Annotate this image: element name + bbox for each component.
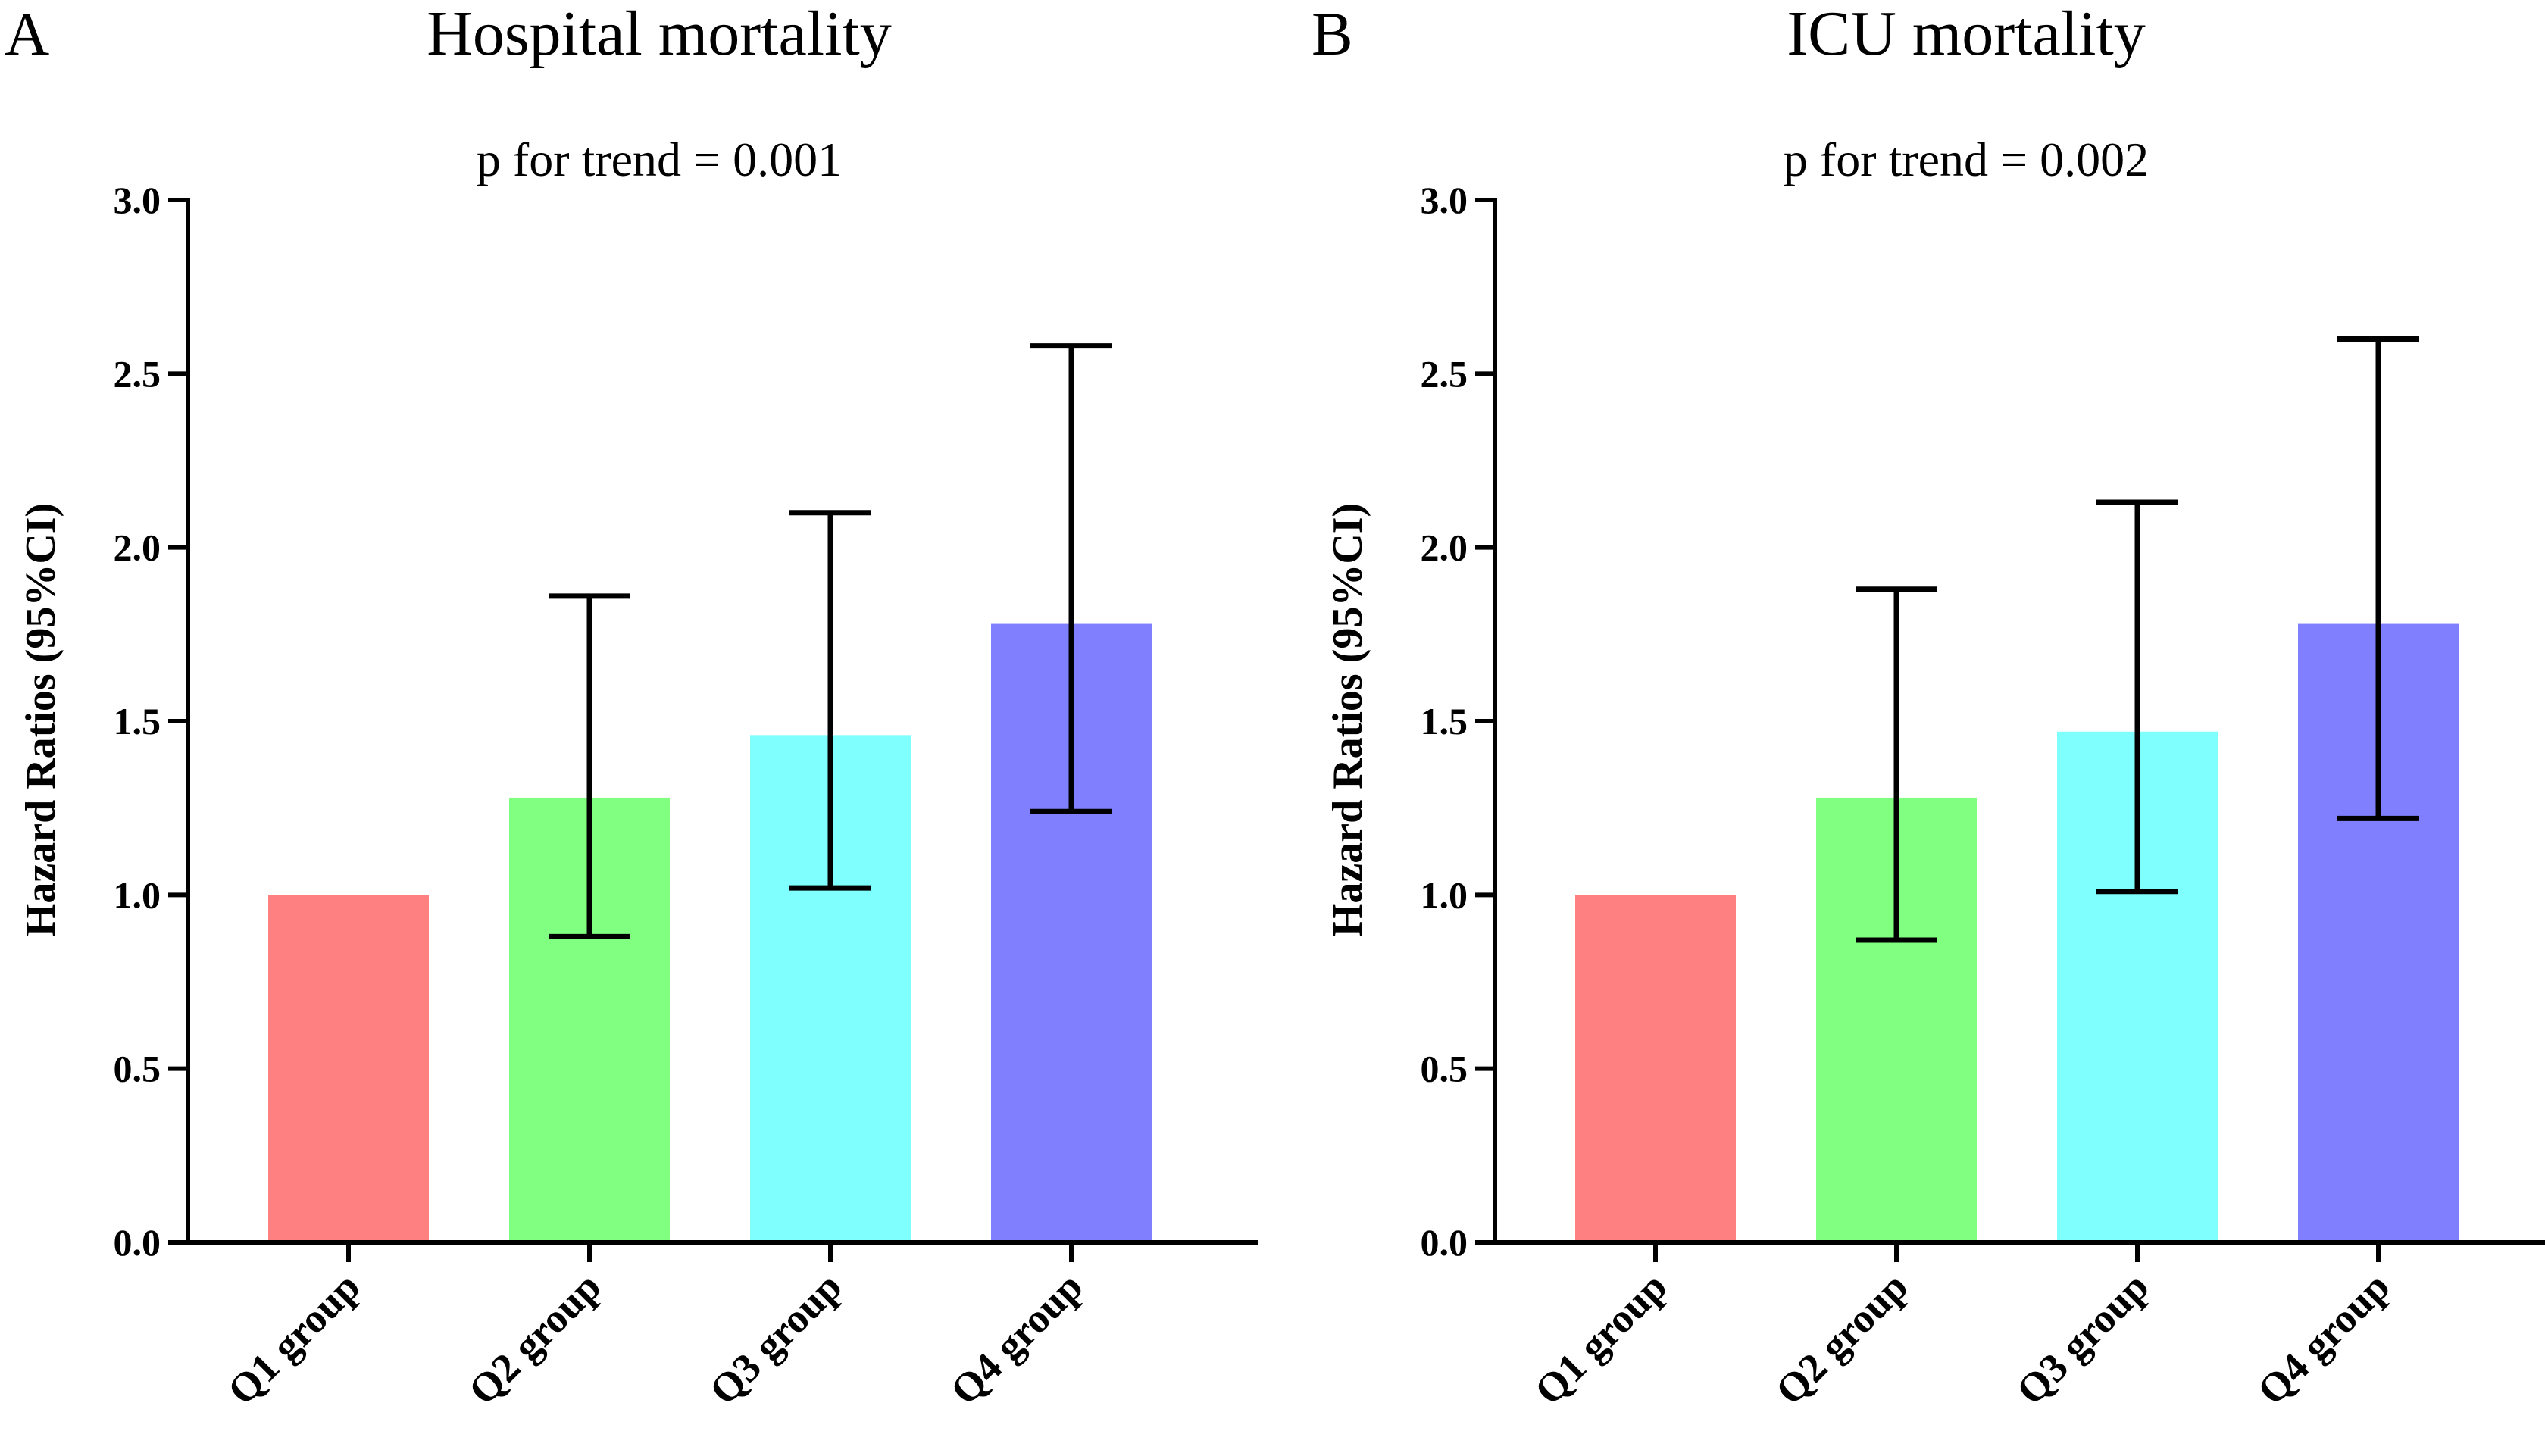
plot-area: 0.0 0.5 1.0 1.5 2.0 2.5 3.0 Q1 group Q2 group Q3 …	[1421, 179, 2545, 1414]
y-tick-label: 1.5	[114, 700, 161, 742]
y-axis-label: Hazard Ratios (95%CI)	[1324, 503, 1371, 936]
y-tick-label: 0.5	[1421, 1048, 1468, 1090]
x-tick-label: Q2 group	[1767, 1264, 1917, 1414]
chart-subtitle: p for trend = 0.002	[1784, 133, 2149, 186]
panel-letter: B	[1312, 0, 1353, 68]
y-tick-label: 2.5	[1421, 352, 1468, 395]
error-bar-2	[1856, 586, 1937, 943]
y-tick-label: 0.0	[1421, 1221, 1468, 1264]
chart-subtitle: p for trend = 0.001	[477, 133, 842, 186]
y-tick-label: 1.5	[1421, 700, 1468, 742]
x-tick-label: Q4 group	[2249, 1264, 2399, 1414]
panel-b: B ICU mortality p for trend = 0.002 Haza…	[1312, 0, 2545, 1414]
error-bar-4	[1030, 343, 1112, 814]
bar-1	[1575, 895, 1736, 1242]
x-tick-label: Q1 group	[1526, 1264, 1676, 1414]
bar-1	[268, 895, 429, 1242]
y-tick-label: 2.0	[114, 526, 161, 569]
y-tick-label: 0.0	[114, 1221, 161, 1264]
panel-letter: A	[5, 0, 49, 68]
error-bar-3	[2096, 499, 2178, 895]
plot-area: 0.0 0.5 1.0 1.5 2.0 2.5 3.0 Q1 group Q2 group Q3 …	[114, 179, 1258, 1414]
x-tick-label: Q2 group	[460, 1264, 610, 1414]
chart-title: Hospital mortality	[427, 0, 892, 69]
y-tick-label: 2.5	[114, 352, 161, 395]
y-tick-label: 1.0	[114, 873, 161, 916]
panel-a: A Hospital mortality p for trend = 0.001…	[5, 0, 1258, 1414]
y-tick-label: 2.0	[1421, 526, 1468, 569]
error-bar-2	[549, 593, 630, 939]
y-tick-label: 3.0	[114, 179, 161, 221]
x-tick-label: Q1 group	[219, 1264, 369, 1414]
x-tick-label: Q4 group	[942, 1264, 1092, 1414]
x-tick-label: Q3 group	[2008, 1264, 2158, 1414]
y-tick-label: 3.0	[1421, 179, 1468, 221]
error-bar-4	[2337, 336, 2419, 821]
x-tick-label: Q3 group	[701, 1264, 851, 1414]
error-bar-3	[789, 510, 871, 891]
y-axis-label: Hazard Ratios (95%CI)	[17, 503, 64, 936]
chart-title: ICU mortality	[1787, 0, 2146, 69]
y-tick-label: 0.5	[114, 1048, 161, 1090]
y-tick-label: 1.0	[1421, 873, 1468, 916]
